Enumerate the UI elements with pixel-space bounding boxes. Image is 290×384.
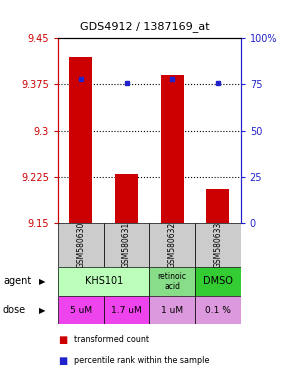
- Text: ▶: ▶: [39, 277, 46, 286]
- Bar: [195, 267, 241, 296]
- Bar: [115, 174, 138, 223]
- Text: ■: ■: [58, 335, 67, 345]
- Text: 5 uM: 5 uM: [70, 306, 92, 314]
- Text: transformed count: transformed count: [74, 335, 149, 344]
- Text: 1.7 uM: 1.7 uM: [111, 306, 142, 314]
- Bar: [195, 223, 241, 267]
- Text: percentile rank within the sample: percentile rank within the sample: [74, 356, 209, 366]
- Bar: [58, 267, 149, 296]
- Text: GSM580632: GSM580632: [168, 222, 177, 268]
- Bar: [58, 223, 104, 267]
- Text: GSM580633: GSM580633: [213, 222, 222, 268]
- Bar: [195, 296, 241, 324]
- Bar: [69, 57, 92, 223]
- Text: dose: dose: [3, 305, 26, 315]
- Bar: [149, 223, 195, 267]
- Bar: [206, 189, 229, 223]
- Bar: [104, 223, 149, 267]
- Bar: [104, 296, 149, 324]
- Bar: [149, 296, 195, 324]
- Text: 0.1 %: 0.1 %: [205, 306, 231, 314]
- Text: 1 uM: 1 uM: [161, 306, 183, 314]
- Text: GDS4912 / 1387169_at: GDS4912 / 1387169_at: [80, 21, 210, 32]
- Bar: [161, 75, 184, 223]
- Text: GSM580630: GSM580630: [76, 222, 85, 268]
- Bar: [58, 296, 104, 324]
- Text: ▶: ▶: [39, 306, 46, 314]
- Text: KHS101: KHS101: [85, 276, 123, 286]
- Text: ■: ■: [58, 356, 67, 366]
- Text: retinoic
acid: retinoic acid: [158, 271, 187, 291]
- Text: GSM580631: GSM580631: [122, 222, 131, 268]
- Bar: [149, 267, 195, 296]
- Text: agent: agent: [3, 276, 31, 286]
- Text: DMSO: DMSO: [203, 276, 233, 286]
